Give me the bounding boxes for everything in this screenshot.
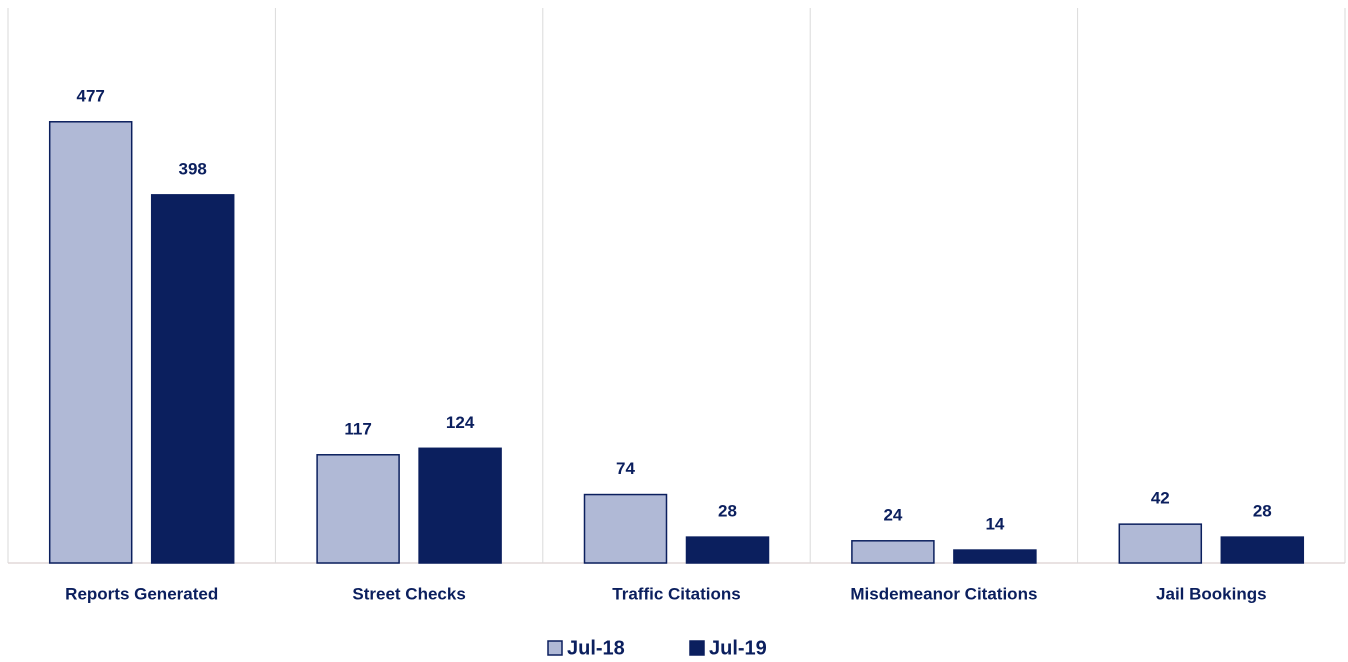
bar [316,454,400,564]
bar [1220,536,1305,564]
data-label: 42 [1151,489,1170,508]
data-label: 398 [179,159,207,178]
data-label: 14 [985,515,1004,534]
legend-swatch [689,640,705,656]
data-label: 28 [718,502,737,521]
data-label: 124 [446,413,475,432]
bar [583,493,668,564]
x-tick-label: Reports Generated [65,584,218,603]
x-tick-label: Street Checks [352,584,465,603]
x-tick-label: Traffic Citations [612,584,740,603]
legend-label: Jul-18 [567,637,625,659]
data-label: 477 [77,86,105,105]
bar [685,536,770,564]
data-label: 117 [344,419,371,438]
legend-label: Jul-19 [709,637,767,659]
data-label: 24 [883,505,902,524]
x-tick-label: Jail Bookings [1156,584,1267,603]
bar [851,540,935,564]
legend-swatch [547,640,563,656]
bar [150,194,235,564]
bar [953,549,1037,564]
bar [48,121,133,564]
x-tick-label: Misdemeanor Citations [850,584,1037,603]
bar [418,447,502,564]
data-label: 28 [1253,502,1272,521]
data-label: 74 [616,459,635,478]
bar [1118,523,1203,564]
